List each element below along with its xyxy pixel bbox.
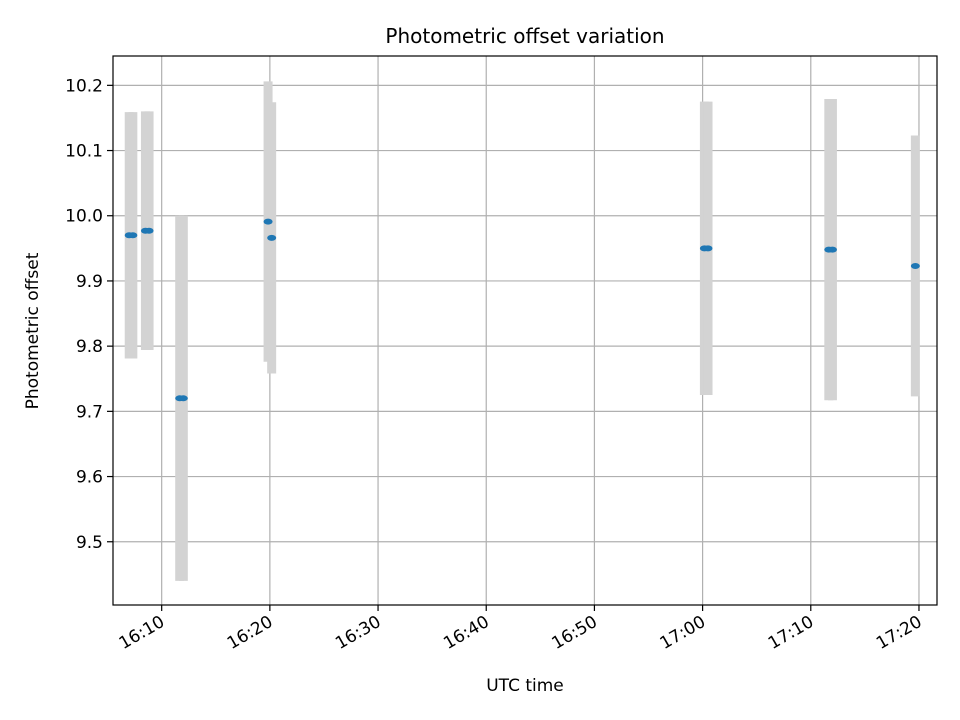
data-point <box>178 395 188 402</box>
y-tick-label: 10.2 <box>65 76 103 96</box>
data-point <box>263 218 273 225</box>
data-point <box>827 246 837 253</box>
data-point <box>144 227 154 234</box>
chart-title: Photometric offset variation <box>385 24 664 48</box>
data-point <box>703 245 713 252</box>
y-tick-label: 9.5 <box>76 533 103 553</box>
data-point <box>267 234 277 241</box>
y-tick-label: 9.8 <box>76 337 103 357</box>
y-tick-label: 10.1 <box>65 142 103 162</box>
y-axis-title: Photometric offset <box>23 252 43 409</box>
data-points <box>124 218 920 402</box>
plot-area <box>112 55 938 606</box>
y-axis: 9.5 9.6 9.7 9.8 9.9 10.0 10.1 10.2 <box>65 76 113 553</box>
y-tick-label: 10.0 <box>65 207 103 227</box>
data-point <box>128 232 138 239</box>
data-point <box>910 262 920 269</box>
x-axis-title: UTC time <box>486 676 564 696</box>
y-tick-label: 9.7 <box>76 402 103 422</box>
y-tick-label: 9.6 <box>76 468 103 488</box>
y-tick-label: 9.9 <box>76 272 103 292</box>
plot-frame <box>112 55 938 606</box>
